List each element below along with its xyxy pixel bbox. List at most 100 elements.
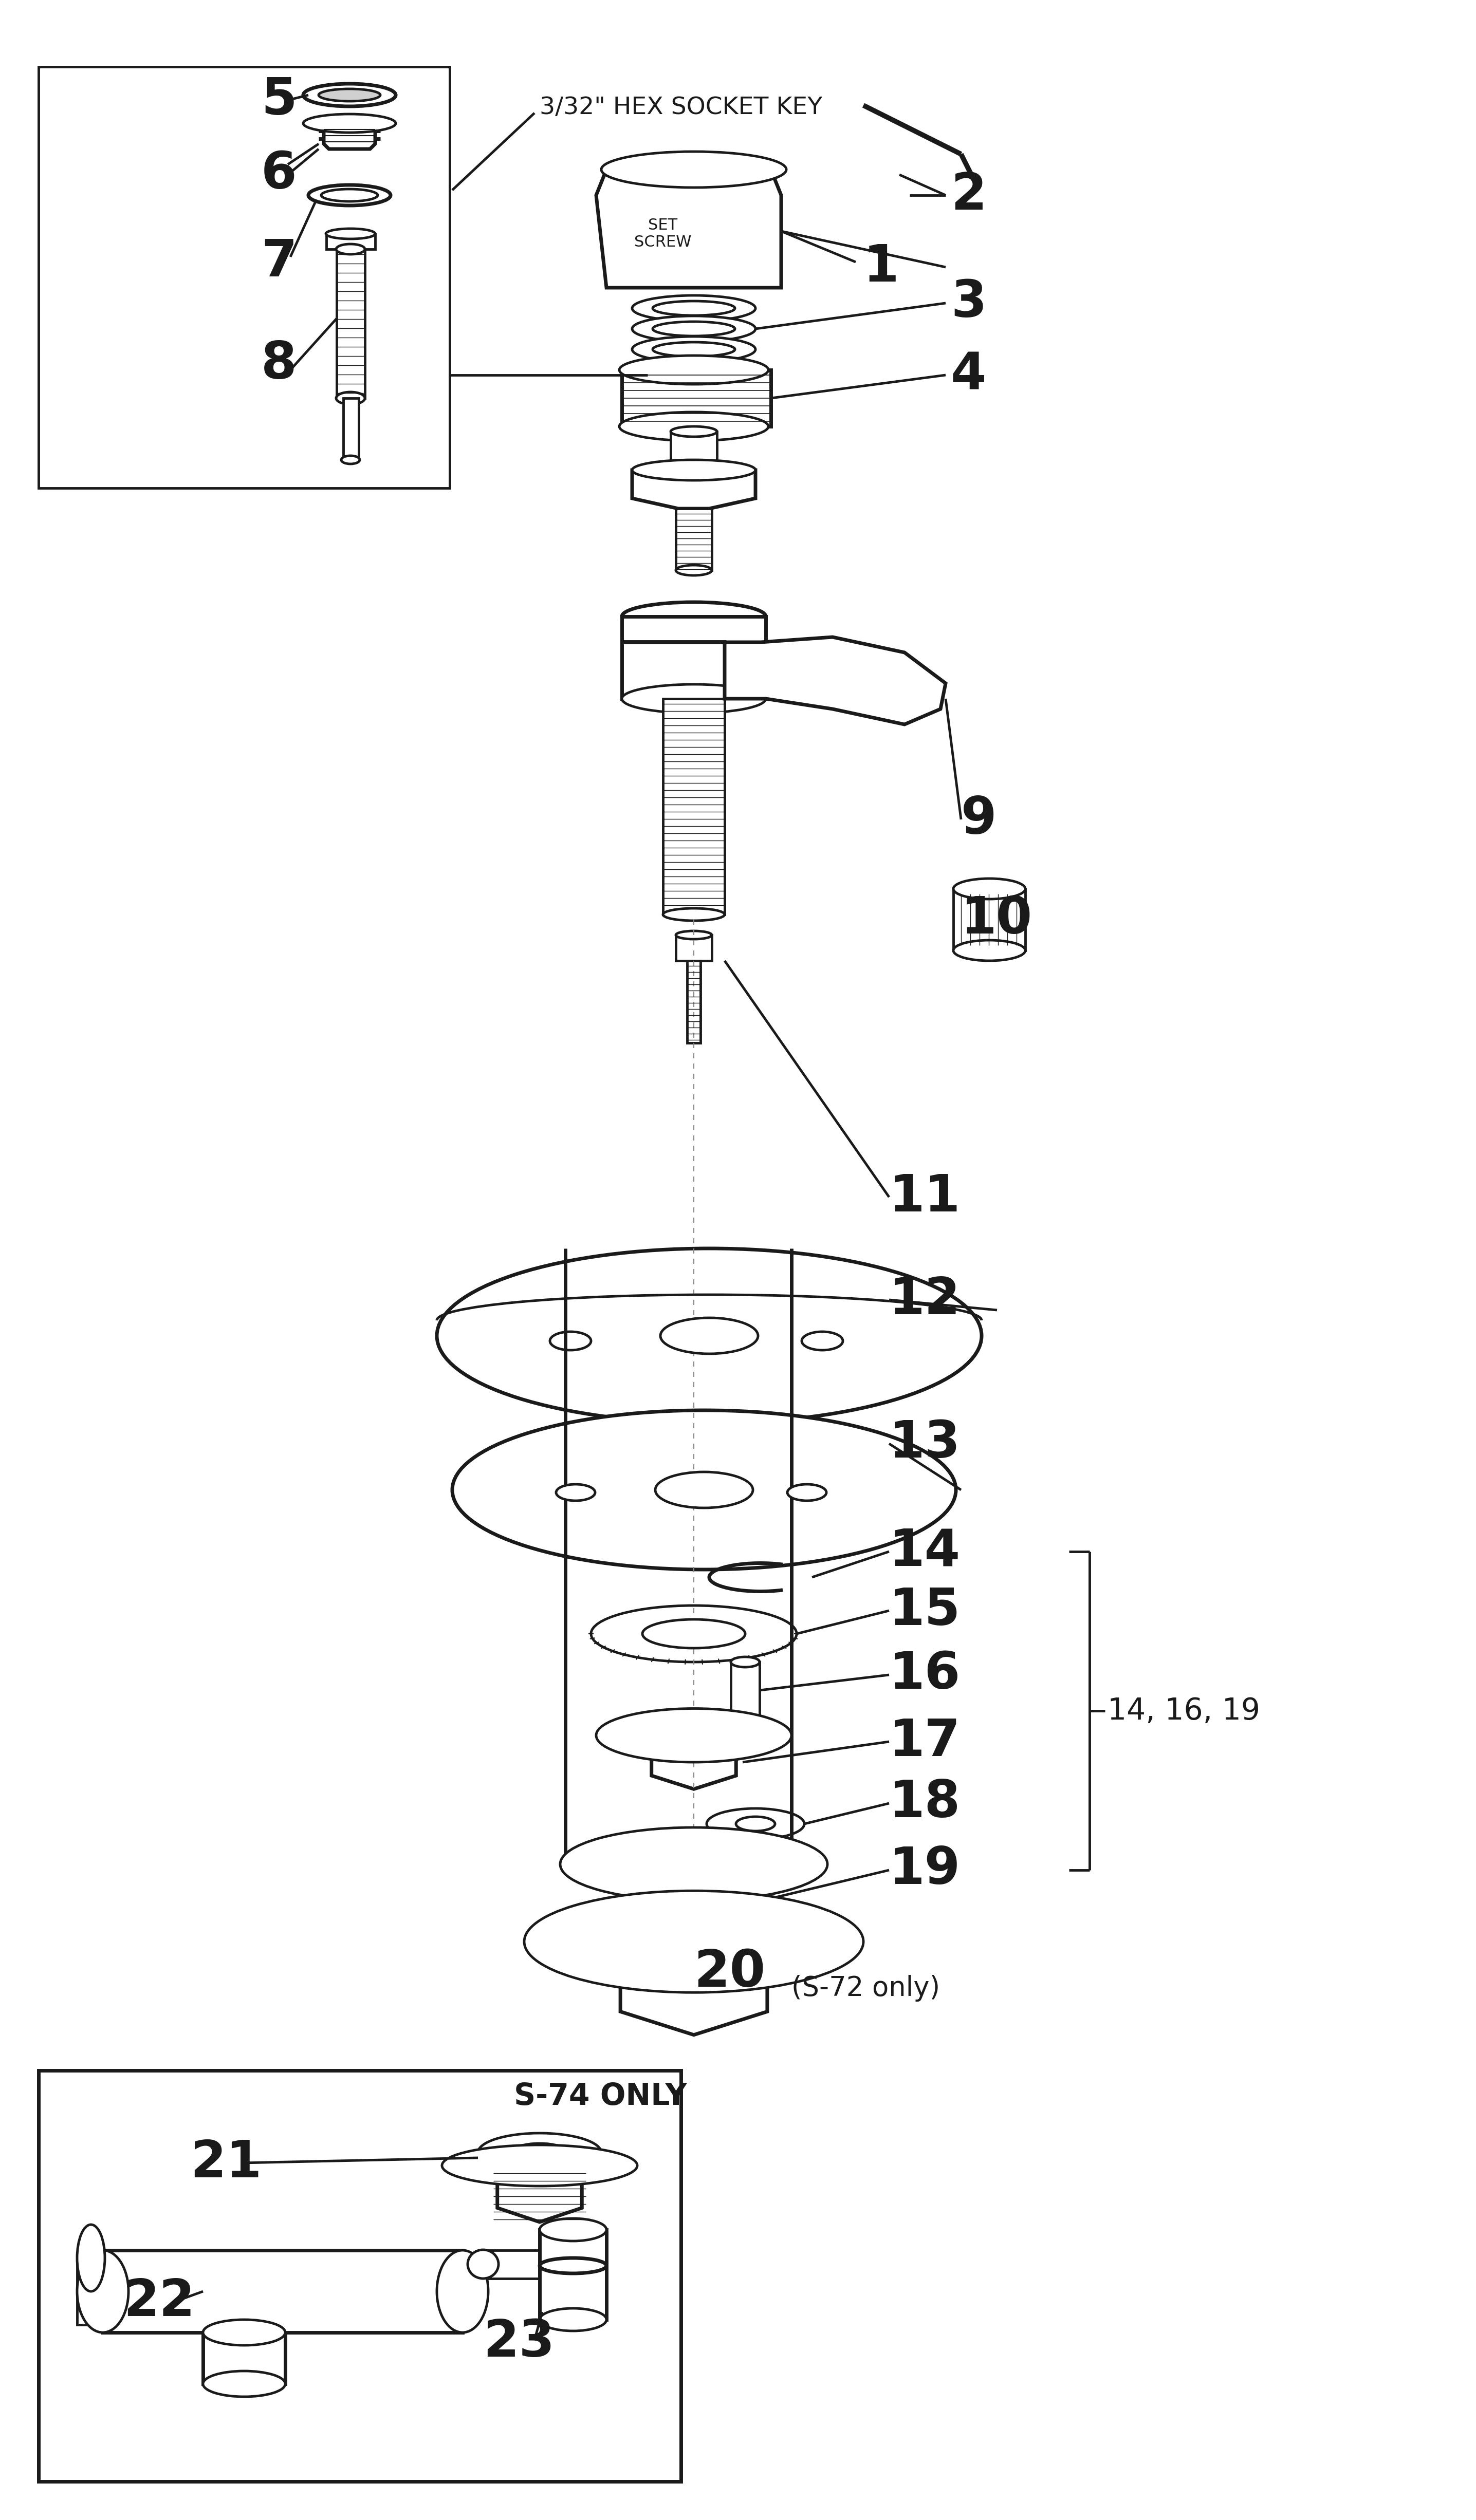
Ellipse shape [652, 323, 735, 335]
Ellipse shape [551, 1331, 590, 1351]
Ellipse shape [620, 413, 769, 441]
Ellipse shape [707, 1809, 804, 1840]
Text: 5: 5 [261, 76, 297, 126]
Ellipse shape [632, 315, 756, 343]
Bar [337, 249, 365, 398]
Ellipse shape [303, 113, 396, 134]
Text: 6: 6 [261, 149, 297, 199]
Polygon shape [632, 471, 756, 509]
Text: 7: 7 [261, 237, 297, 287]
Ellipse shape [621, 602, 766, 630]
Text: SET
SCREW: SET SCREW [635, 217, 692, 249]
Bar [676, 509, 711, 570]
Ellipse shape [953, 940, 1026, 960]
Text: 2: 2 [951, 171, 986, 219]
Ellipse shape [204, 2318, 285, 2346]
Bar [344, 398, 359, 459]
Ellipse shape [652, 343, 735, 355]
Polygon shape [621, 638, 946, 723]
Ellipse shape [437, 1247, 982, 1424]
Ellipse shape [452, 1411, 956, 1570]
Ellipse shape [511, 2145, 568, 2162]
Text: S-74 ONLY: S-74 ONLY [514, 2082, 686, 2112]
Ellipse shape [655, 1472, 753, 1507]
Ellipse shape [540, 2308, 607, 2331]
Ellipse shape [670, 426, 717, 436]
Ellipse shape [77, 2225, 105, 2291]
Ellipse shape [540, 2218, 607, 2240]
Ellipse shape [953, 879, 1026, 900]
Ellipse shape [601, 151, 787, 186]
Bar [326, 234, 375, 249]
Ellipse shape [468, 2250, 499, 2278]
Ellipse shape [663, 907, 725, 920]
Ellipse shape [524, 1890, 863, 1993]
Text: 14: 14 [889, 1527, 961, 1578]
Ellipse shape [676, 564, 711, 575]
Bar [38, 2071, 680, 2482]
Text: 4: 4 [951, 350, 986, 401]
Ellipse shape [660, 1318, 759, 1353]
Ellipse shape [652, 300, 735, 315]
Bar [103, 2250, 462, 2334]
Ellipse shape [303, 83, 396, 106]
Ellipse shape [478, 2132, 601, 2172]
Ellipse shape [337, 393, 365, 403]
Ellipse shape [441, 2145, 638, 2185]
Bar [204, 2334, 285, 2384]
Text: 10: 10 [961, 895, 1033, 945]
Bar [953, 890, 1026, 950]
Bar [670, 431, 717, 471]
Text: 17: 17 [889, 1716, 961, 1767]
Ellipse shape [326, 229, 375, 239]
Text: 3: 3 [951, 277, 986, 328]
Bar [621, 370, 770, 426]
Ellipse shape [77, 2250, 128, 2334]
Ellipse shape [590, 1605, 797, 1663]
Ellipse shape [632, 295, 756, 320]
Polygon shape [497, 2165, 582, 2223]
Ellipse shape [204, 2371, 285, 2397]
Text: 19: 19 [889, 1845, 961, 1895]
Polygon shape [651, 1736, 737, 1789]
Ellipse shape [737, 1817, 775, 1832]
Text: 22: 22 [124, 2276, 195, 2326]
Text: 11: 11 [889, 1172, 961, 1222]
Ellipse shape [337, 244, 365, 255]
Text: 9: 9 [961, 794, 996, 844]
Ellipse shape [596, 1709, 791, 1761]
Polygon shape [596, 169, 781, 287]
Bar [540, 2230, 607, 2318]
Text: 12: 12 [889, 1275, 961, 1326]
Text: 16: 16 [889, 1651, 961, 1701]
Text: 1: 1 [863, 242, 899, 292]
Text: 15: 15 [889, 1585, 961, 1635]
Ellipse shape [676, 930, 711, 940]
Bar [483, 2250, 586, 2278]
Polygon shape [620, 1940, 768, 2034]
Bar [731, 1663, 760, 1719]
Ellipse shape [632, 338, 756, 363]
Ellipse shape [787, 1484, 827, 1502]
Ellipse shape [731, 1714, 760, 1724]
Bar [621, 617, 766, 698]
Text: 8: 8 [261, 340, 297, 391]
Bar [663, 698, 725, 915]
Bar [688, 960, 701, 1043]
Bar [77, 2258, 105, 2326]
Text: 14, 16, 19: 14, 16, 19 [1107, 1696, 1261, 1726]
Ellipse shape [620, 355, 769, 383]
Bar [676, 935, 711, 960]
Ellipse shape [801, 1331, 843, 1351]
Ellipse shape [322, 189, 378, 202]
Ellipse shape [540, 2258, 607, 2273]
Ellipse shape [642, 1620, 745, 1648]
Bar [38, 68, 450, 489]
Polygon shape [323, 123, 375, 149]
Ellipse shape [437, 2250, 489, 2334]
Text: 3/32" HEX SOCKET KEY: 3/32" HEX SOCKET KEY [540, 96, 822, 118]
Ellipse shape [556, 1484, 595, 1502]
Text: 13: 13 [889, 1419, 961, 1469]
Ellipse shape [561, 1827, 828, 1900]
Ellipse shape [621, 685, 766, 713]
